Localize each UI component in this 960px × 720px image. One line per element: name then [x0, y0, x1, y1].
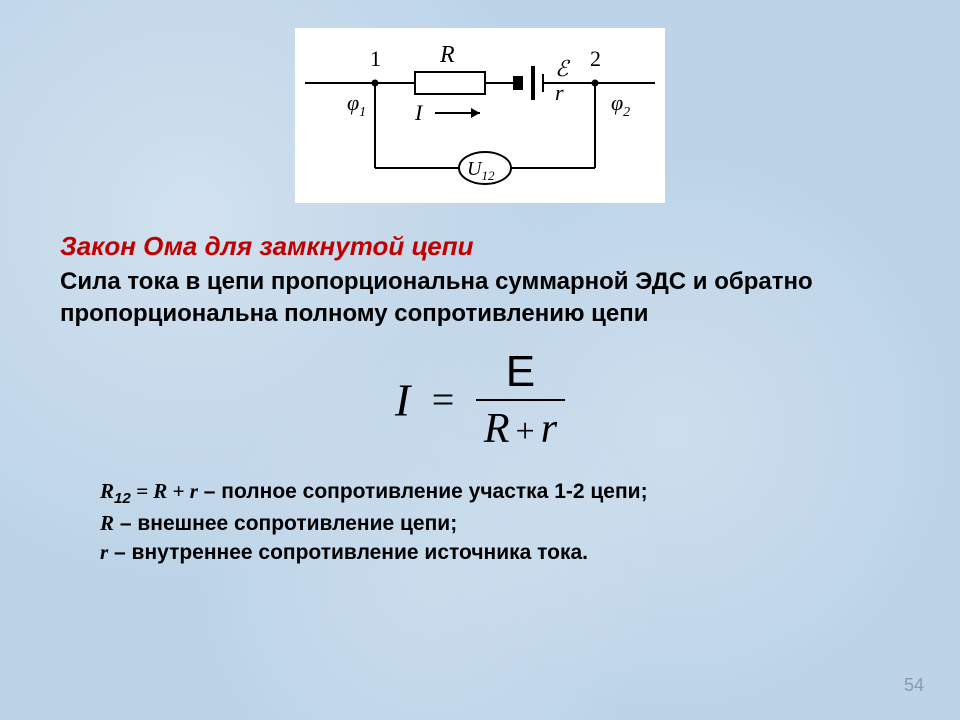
formula-denominator: R+r: [476, 401, 565, 453]
content-block: Закон Ома для замкнутой цепи Сила тока в…: [60, 230, 900, 568]
law-title: Закон Ома для замкнутой цепи: [60, 230, 900, 264]
label-emf: ℰ: [555, 56, 571, 81]
page-number: 54: [904, 675, 924, 696]
label-node2: 2: [590, 46, 601, 71]
circuit-svg: 1 φ1 R I ℰ r 2 φ2 U12: [295, 28, 665, 203]
label-phi1: φ1: [347, 90, 366, 120]
label-R: R: [439, 42, 455, 68]
formula-fraction: E R+r: [476, 347, 565, 453]
def-line-3: r – внутреннее сопротивление источника т…: [100, 538, 900, 567]
circuit-diagram: 1 φ1 R I ℰ r 2 φ2 U12: [295, 28, 665, 203]
label-phi2: φ2: [611, 90, 630, 120]
formula-lhs: I: [395, 374, 410, 425]
law-subtitle: Сила тока в цепи пропорциональна суммарн…: [60, 266, 900, 331]
definitions-block: R12 = R + r – полное сопротивление участ…: [100, 477, 900, 568]
def-line-1: R12 = R + r – полное сопротивление участ…: [100, 477, 900, 509]
def-line-2: R – внешнее сопротивление цепи;: [100, 509, 900, 538]
label-I: I: [414, 100, 424, 125]
label-node1: 1: [370, 46, 381, 71]
formula-numerator: E: [476, 347, 565, 401]
formula-block: I = E R+r: [60, 347, 900, 453]
formula-equals: =: [422, 377, 465, 422]
